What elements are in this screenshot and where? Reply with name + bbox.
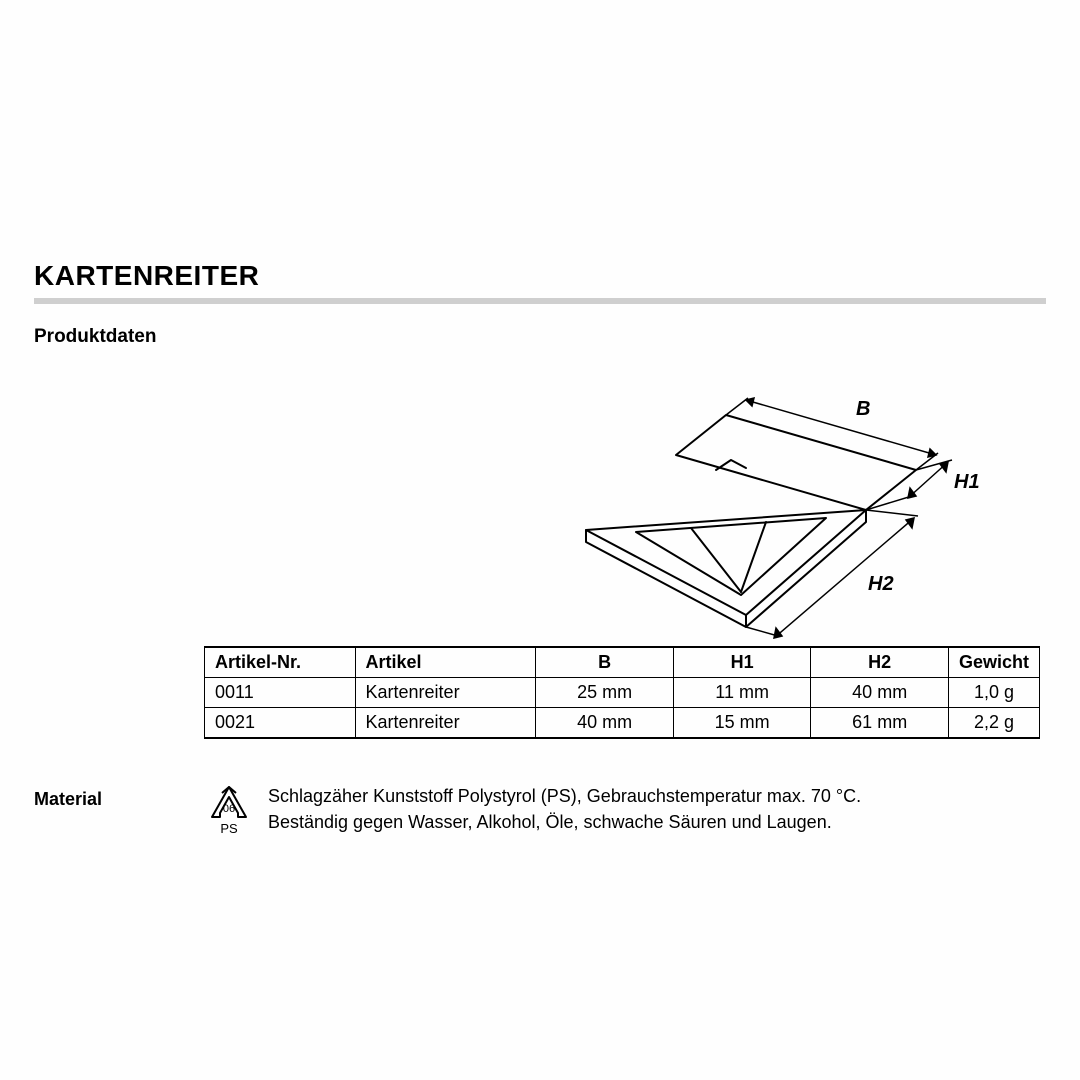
material-line1: Schlagzäher Kunststoff Polystyrol (PS), … xyxy=(268,783,861,809)
material-line2: Beständig gegen Wasser, Alkohol, Öle, sc… xyxy=(268,809,861,835)
col-artnr: Artikel-Nr. xyxy=(205,647,356,678)
title-rule xyxy=(34,298,1046,304)
page-title: KARTENREITER xyxy=(34,260,1046,292)
recycle-code: 06 xyxy=(223,803,235,815)
cell-h1: 15 mm xyxy=(673,708,811,739)
col-h2: H2 xyxy=(811,647,949,678)
col-b: B xyxy=(536,647,674,678)
cell-artnr: 0011 xyxy=(205,678,356,708)
cell-h1: 11 mm xyxy=(673,678,811,708)
dim-label-h1: H1 xyxy=(954,471,980,493)
recycle-abbr: PS xyxy=(220,821,238,836)
col-artikel: Artikel xyxy=(355,647,536,678)
cell-h2: 40 mm xyxy=(811,678,949,708)
cell-gw: 1,0 g xyxy=(948,678,1039,708)
section-heading: Produktdaten xyxy=(34,326,1046,348)
cell-b: 40 mm xyxy=(536,708,674,739)
diagram-container: B H1 H2 xyxy=(34,360,1046,640)
cell-artikel: Kartenreiter xyxy=(355,708,536,739)
dim-label-h2: H2 xyxy=(868,573,894,595)
table-row: 0021 Kartenreiter 40 mm 15 mm 61 mm 2,2 … xyxy=(205,708,1040,739)
recycle-icon: 06 PS xyxy=(204,783,254,844)
cell-h2: 61 mm xyxy=(811,708,949,739)
product-diagram: B H1 H2 xyxy=(516,360,1036,640)
top-spacer xyxy=(34,60,1046,260)
col-gewicht: Gewicht xyxy=(948,647,1039,678)
datasheet-page: KARTENREITER Produktdaten xyxy=(0,0,1080,1080)
material-label: Material xyxy=(34,783,204,810)
table-header-row: Artikel-Nr. Artikel B H1 H2 Gewicht xyxy=(205,647,1040,678)
cell-artikel: Kartenreiter xyxy=(355,678,536,708)
cell-gw: 2,2 g xyxy=(948,708,1039,739)
col-h1: H1 xyxy=(673,647,811,678)
cell-artnr: 0021 xyxy=(205,708,356,739)
material-row: Material 06 PS Schlagzäher Kunststoff Po… xyxy=(34,783,1046,844)
specs-table: Artikel-Nr. Artikel B H1 H2 Gewicht 0011… xyxy=(204,646,1040,739)
cell-b: 25 mm xyxy=(536,678,674,708)
dim-label-b: B xyxy=(856,398,870,420)
table-row: 0011 Kartenreiter 25 mm 11 mm 40 mm 1,0 … xyxy=(205,678,1040,708)
material-text: Schlagzäher Kunststoff Polystyrol (PS), … xyxy=(268,783,861,835)
